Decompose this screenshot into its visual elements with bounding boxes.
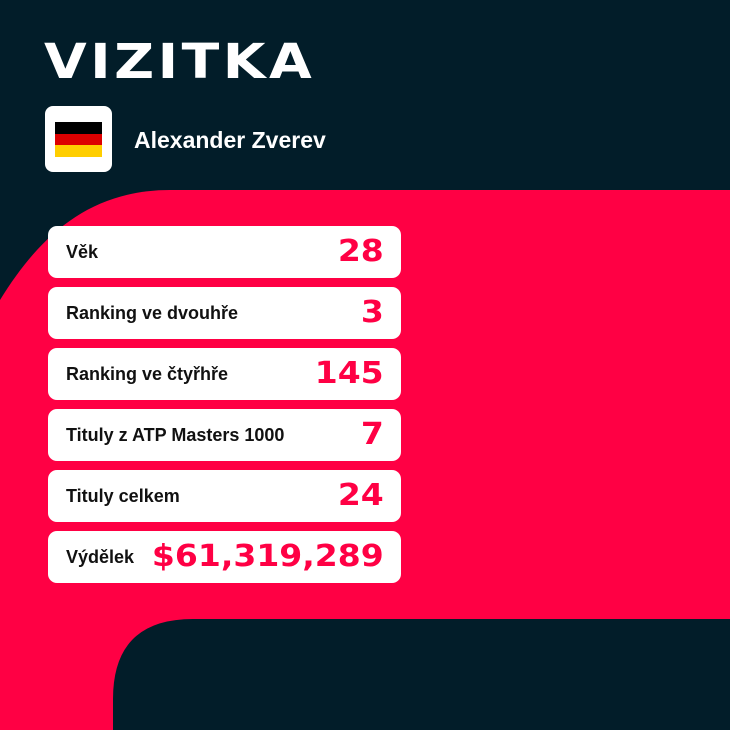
stat-value: 7: [361, 417, 384, 452]
stat-label: Tituly celkem: [66, 486, 180, 506]
stat-value: 28: [338, 234, 384, 269]
stat-label: Výdělek: [66, 547, 135, 567]
stat-card-doubles-ranking: Ranking ve čtyřhře 145: [48, 348, 401, 400]
dark-bottom-panel: [113, 619, 730, 730]
page-title: VIZITKA: [44, 34, 316, 90]
stat-card-earnings: Výdělek $61,319,289: [48, 531, 401, 583]
stat-value: 145: [315, 356, 384, 391]
stat-card-total-titles: Tituly celkem 24: [48, 470, 401, 522]
stat-label: Ranking ve čtyřhře: [66, 364, 229, 384]
stat-value: $61,319,289: [152, 539, 384, 574]
stat-label: Tituly z ATP Masters 1000: [66, 425, 285, 445]
germany-flag-icon: [55, 122, 102, 157]
stat-value: 24: [338, 478, 384, 513]
stat-card-age: Věk 28: [48, 226, 401, 278]
stat-value: 3: [361, 295, 384, 330]
stat-label: Věk: [66, 242, 99, 262]
flag-badge: [45, 106, 112, 172]
stat-card-masters-titles: Tituly z ATP Masters 1000 7: [48, 409, 401, 461]
player-name: Alexander Zverev: [134, 127, 326, 153]
stat-card-singles-ranking: Ranking ve dvouhře 3: [48, 287, 401, 339]
stat-label: Ranking ve dvouhře: [66, 303, 239, 323]
